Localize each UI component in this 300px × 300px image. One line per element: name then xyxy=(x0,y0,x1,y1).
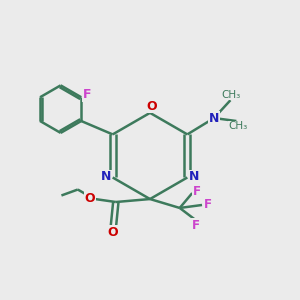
Text: N: N xyxy=(189,170,199,183)
Text: O: O xyxy=(84,192,95,205)
Text: O: O xyxy=(107,226,118,239)
Text: N: N xyxy=(209,112,219,124)
Text: N: N xyxy=(101,170,111,183)
Text: F: F xyxy=(204,198,212,211)
Text: CH₃: CH₃ xyxy=(228,122,248,131)
Text: O: O xyxy=(146,100,157,113)
Text: F: F xyxy=(191,219,200,232)
Text: F: F xyxy=(83,88,92,101)
Text: F: F xyxy=(193,185,201,198)
Text: CH₃: CH₃ xyxy=(222,90,241,100)
